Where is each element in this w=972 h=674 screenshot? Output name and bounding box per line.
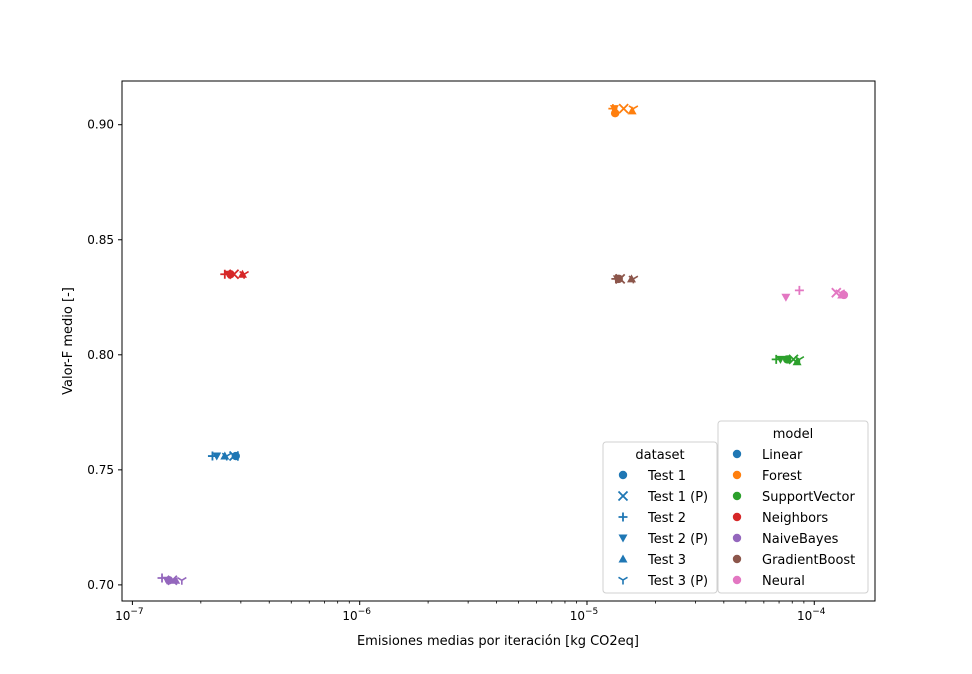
legend-entry: Forest xyxy=(762,469,802,484)
legend-entry: NaiveBayes xyxy=(762,532,839,547)
x-tick-label: 10−4 xyxy=(797,607,826,623)
legend-marker xyxy=(618,512,628,522)
legend-entry: Neighbors xyxy=(762,511,828,526)
data-point xyxy=(171,575,181,584)
x-tick-label: 10−5 xyxy=(570,607,599,623)
x-tick-label: 10−7 xyxy=(115,607,144,623)
data-point xyxy=(224,270,234,279)
data-point xyxy=(618,103,629,114)
legend-frame xyxy=(602,441,718,594)
legend-entry: Test 1 (P) xyxy=(647,490,708,505)
legend-marker xyxy=(732,533,742,543)
y-tick-label: 0.70 xyxy=(87,578,114,592)
legend-entry: Test 3 (P) xyxy=(647,574,708,589)
data-point xyxy=(239,270,249,279)
legend-marker xyxy=(732,491,742,501)
data-point xyxy=(835,289,846,298)
legend-marker xyxy=(618,554,628,563)
y-axis: 0.70 0.75 0.80 0.85 0.90 xyxy=(87,118,122,592)
data-point xyxy=(231,451,240,461)
legend-marker xyxy=(618,470,628,480)
legend-entry: Test 1 xyxy=(647,469,686,484)
data-point xyxy=(794,356,805,364)
legend-marker xyxy=(732,470,742,480)
x-axis: 10−7 10−6 10−5 10−4 xyxy=(115,601,826,623)
y-tick-label: 0.85 xyxy=(87,233,114,247)
legend-entry: Test 2 xyxy=(647,511,686,526)
data-point xyxy=(627,106,637,115)
data-point xyxy=(609,105,619,114)
x-tick-label: 10−6 xyxy=(342,607,371,623)
legend-marker xyxy=(732,575,742,585)
data-point xyxy=(212,452,222,461)
data-point xyxy=(782,355,792,364)
y-axis-label: Valor-F medio [-] xyxy=(61,287,76,395)
data-point xyxy=(176,576,187,585)
data-point xyxy=(775,355,785,364)
y-tick-label: 0.75 xyxy=(87,463,114,477)
data-point xyxy=(794,285,804,295)
x-axis-label: Emisiones medias por iteración [kg CO2eq… xyxy=(357,634,639,649)
data-point xyxy=(612,275,622,284)
legend-model: model Linear Forest SupportVector Neighbors N… xyxy=(717,420,869,594)
legend-entry: Neural xyxy=(762,574,805,589)
legend-entry: Test 3 xyxy=(647,553,686,568)
legend-dataset: dataset Test 1 Test 1 (P) Test 2 Test 2 (P) T… xyxy=(602,441,718,594)
legend-marker xyxy=(618,534,628,543)
legend-marker xyxy=(617,490,629,502)
legend-title: dataset xyxy=(635,448,684,463)
data-point xyxy=(781,293,791,302)
legend-marker xyxy=(618,576,628,585)
data-point xyxy=(162,576,172,585)
legend-frame xyxy=(717,420,869,594)
data-points xyxy=(157,103,849,586)
data-point xyxy=(628,275,639,284)
data-point xyxy=(221,452,232,461)
legend-marker xyxy=(732,449,742,459)
legend-entry: GradientBoost xyxy=(762,553,855,568)
legend-entry: SupportVector xyxy=(762,490,855,505)
y-tick-label: 0.90 xyxy=(87,118,114,132)
data-point xyxy=(628,105,639,114)
legend-marker xyxy=(732,512,742,522)
legend-marker xyxy=(732,554,742,564)
legend-entry: Test 2 (P) xyxy=(647,532,708,547)
legend-title: model xyxy=(773,427,813,442)
y-tick-label: 0.80 xyxy=(87,348,114,362)
legend-entry: Linear xyxy=(762,448,803,463)
